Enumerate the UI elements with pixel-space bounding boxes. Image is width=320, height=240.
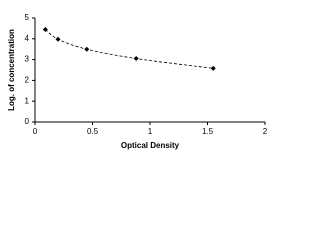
data-point [42, 26, 48, 32]
data-point [210, 65, 216, 71]
y-tick-label: 2 [25, 76, 30, 85]
data-point [55, 36, 61, 42]
x-tick-label: 1 [148, 127, 153, 136]
x-tick-label: 2 [263, 127, 268, 136]
y-tick-label: 5 [25, 13, 30, 22]
x-tick-label: 1.5 [202, 127, 214, 136]
data-point [84, 46, 90, 52]
x-tick-label: 0 [33, 127, 38, 136]
x-tick-label: 0.5 [87, 127, 99, 136]
chart: Optical Density Log. of concentration 0 1… [7, 13, 268, 150]
trend-line [45, 29, 214, 69]
y-axis-label: Log. of concentration [7, 29, 16, 111]
data-point [133, 56, 139, 62]
x-axis-label: Optical Density [121, 141, 180, 150]
y-tick-label: 4 [25, 34, 30, 43]
y-tick-label: 1 [25, 96, 30, 105]
y-tick-label: 3 [25, 55, 30, 64]
y-tick-label: 0 [25, 117, 30, 126]
